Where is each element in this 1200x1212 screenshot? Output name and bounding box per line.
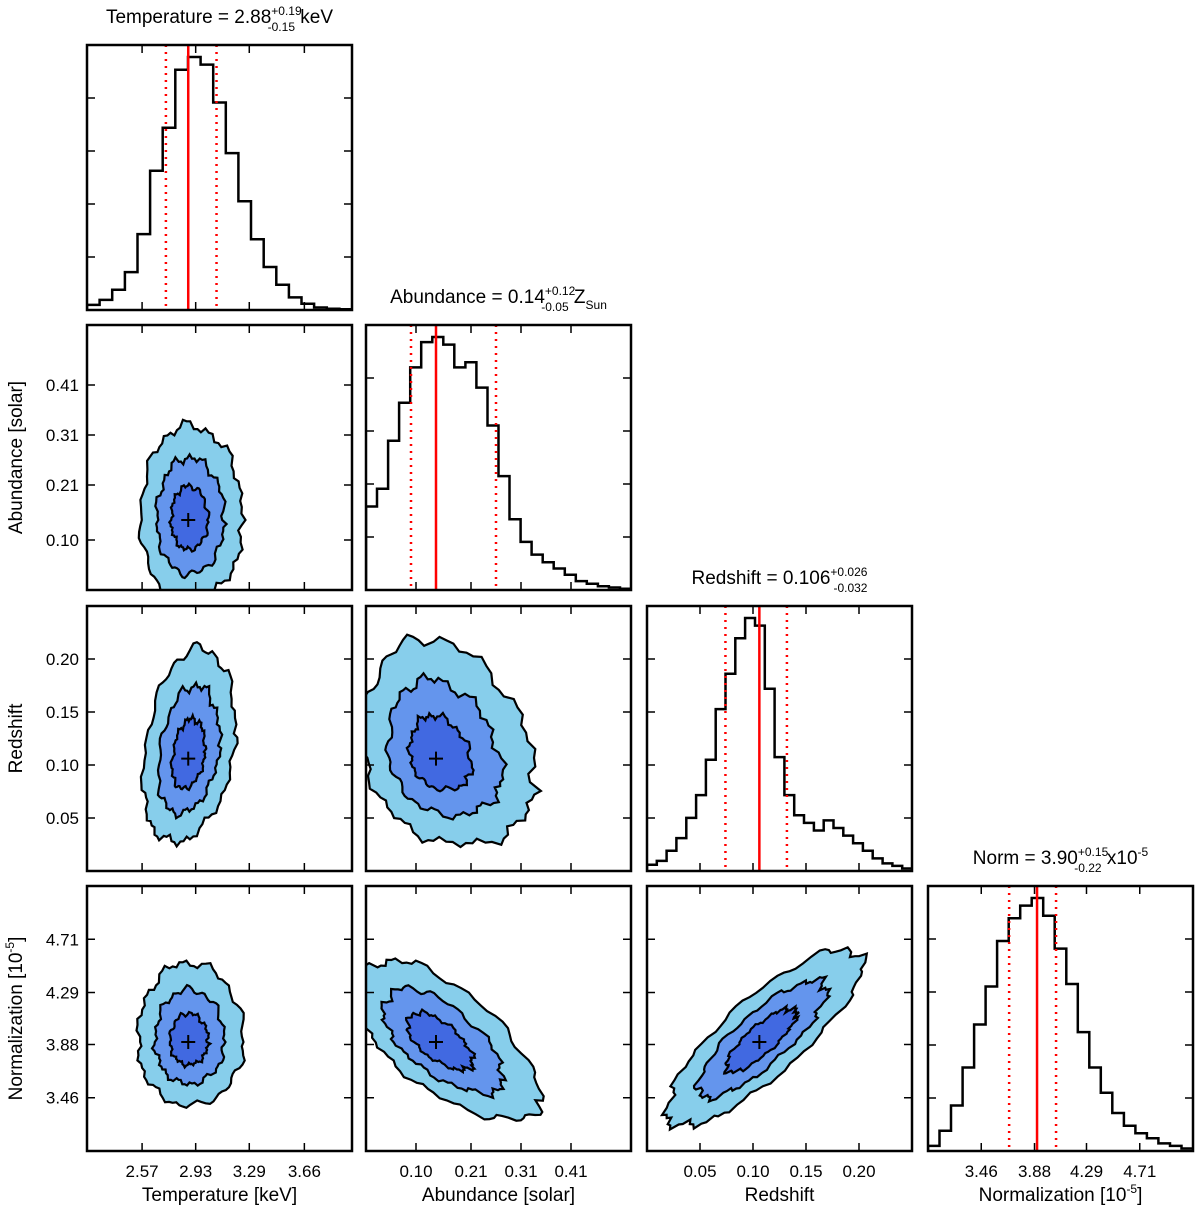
x-tick-label-normalization: 4.71 bbox=[1123, 1162, 1156, 1181]
x-tick-label-redshift: 0.20 bbox=[842, 1162, 875, 1181]
frame-abundance-abundance bbox=[364, 323, 633, 592]
y-tick-label-normalization: 4.29 bbox=[46, 984, 79, 1003]
histogram-redshift bbox=[647, 616, 912, 871]
frame-normalization-abundance bbox=[364, 884, 633, 1153]
title-redshift: Redshift = 0.106+0.026 -0.032 bbox=[692, 565, 868, 595]
x-tick-label-abundance: 0.21 bbox=[454, 1162, 487, 1181]
y-tick-label-normalization: 4.71 bbox=[46, 930, 79, 949]
frame-normalization-normalization bbox=[926, 884, 1195, 1153]
frame-temperature-temperature bbox=[85, 43, 354, 312]
panel-normalization-vs-abundance bbox=[364, 884, 633, 1153]
y-tick-label-redshift: 0.10 bbox=[46, 756, 79, 775]
x-axis-title-abundance: Abundance [solar] bbox=[422, 1185, 575, 1206]
x-tick-label-normalization: 4.29 bbox=[1070, 1162, 1103, 1181]
x-tick-label-redshift: 0.10 bbox=[736, 1162, 769, 1181]
median-marker-redshift-vs-temperature bbox=[181, 751, 196, 766]
y-axis-title-abundance: Abundance [solar] bbox=[6, 381, 27, 534]
y-axis-title-normalization: Normalization [10-5] bbox=[3, 937, 27, 1101]
title-normalization: Norm = 3.90+0.15 -0.22 x10-5 bbox=[973, 845, 1149, 875]
title-temperature: Temperature = 2.88+0.19 -0.15 keV bbox=[106, 4, 333, 34]
frame-redshift-redshift bbox=[645, 604, 914, 873]
x-tick-label-redshift: 0.05 bbox=[683, 1162, 716, 1181]
x-tick-label-abundance: 0.41 bbox=[554, 1162, 587, 1181]
y-tick-label-abundance: 0.41 bbox=[46, 376, 79, 395]
panel-redshift-vs-abundance bbox=[364, 604, 633, 873]
y-axis-title-redshift: Redshift bbox=[6, 703, 27, 773]
contour-inner-abundance-vs-temperature bbox=[167, 481, 211, 553]
y-tick-label-normalization: 3.88 bbox=[46, 1035, 79, 1054]
frame-redshift-temperature bbox=[85, 604, 354, 873]
panel-normalization-vs-redshift bbox=[645, 884, 914, 1153]
frame-normalization-redshift bbox=[645, 884, 914, 1153]
x-tick-label-temperature: 2.57 bbox=[126, 1162, 159, 1181]
x-tick-label-abundance: 0.10 bbox=[399, 1162, 432, 1181]
frame-normalization-temperature bbox=[85, 884, 354, 1153]
median-marker-normalization-vs-abundance bbox=[429, 1034, 443, 1049]
histogram-normalization bbox=[928, 896, 1193, 1151]
y-tick-label-redshift: 0.05 bbox=[46, 809, 79, 828]
histogram-temperature bbox=[87, 55, 352, 310]
y-tick-label-abundance: 0.10 bbox=[46, 531, 79, 550]
panel-abundance-vs-abundance: Abundance = 0.14+0.12 -0.05 ZSun bbox=[364, 284, 633, 592]
histogram-abundance bbox=[366, 335, 631, 590]
panel-normalization-vs-temperature bbox=[85, 884, 354, 1153]
title-abundance: Abundance = 0.14+0.12 -0.05 ZSun bbox=[390, 284, 607, 314]
contour-inner-redshift-vs-abundance bbox=[405, 710, 475, 793]
y-tick-label-redshift: 0.20 bbox=[46, 650, 79, 669]
median-marker-normalization-vs-redshift bbox=[752, 1034, 767, 1049]
x-tick-label-temperature: 2.93 bbox=[179, 1162, 212, 1181]
panel-redshift-vs-redshift: Redshift = 0.106+0.026 -0.032 bbox=[645, 565, 914, 873]
y-tick-label-redshift: 0.15 bbox=[46, 703, 79, 722]
x-tick-label-temperature: 3.66 bbox=[288, 1162, 321, 1181]
x-tick-label-redshift: 0.15 bbox=[789, 1162, 822, 1181]
x-axis-title-temperature: Temperature [keV] bbox=[142, 1185, 297, 1206]
median-marker-redshift-vs-abundance bbox=[429, 751, 443, 766]
median-marker-abundance-vs-temperature bbox=[181, 513, 196, 527]
x-axis-title-normalization: Normalization [10-5] bbox=[979, 1182, 1143, 1206]
x-tick-label-temperature: 3.29 bbox=[233, 1162, 266, 1181]
contour-inner-normalization-vs-redshift bbox=[722, 1003, 801, 1075]
contour-inner-normalization-vs-temperature bbox=[168, 1010, 213, 1070]
x-tick-label-normalization: 3.88 bbox=[1018, 1162, 1051, 1181]
panel-normalization-vs-normalization: Norm = 3.90+0.15 -0.22 x10-5 bbox=[926, 845, 1195, 1153]
frame-redshift-abundance bbox=[364, 604, 633, 873]
y-tick-label-abundance: 0.31 bbox=[46, 426, 79, 445]
x-axis-title-redshift: Redshift bbox=[745, 1185, 815, 1206]
x-tick-label-normalization: 3.46 bbox=[965, 1162, 998, 1181]
y-tick-label-abundance: 0.21 bbox=[46, 476, 79, 495]
x-tick-label-abundance: 0.31 bbox=[504, 1162, 537, 1181]
frame-abundance-temperature bbox=[85, 323, 354, 592]
panel-temperature-vs-temperature: Temperature = 2.88+0.19 -0.15 keV bbox=[85, 4, 354, 312]
y-tick-label-normalization: 3.46 bbox=[46, 1089, 79, 1108]
panel-redshift-vs-temperature bbox=[85, 604, 354, 873]
contour-inner-normalization-vs-abundance bbox=[404, 1007, 477, 1075]
median-marker-normalization-vs-temperature bbox=[181, 1034, 196, 1049]
panel-abundance-vs-temperature bbox=[85, 323, 354, 592]
